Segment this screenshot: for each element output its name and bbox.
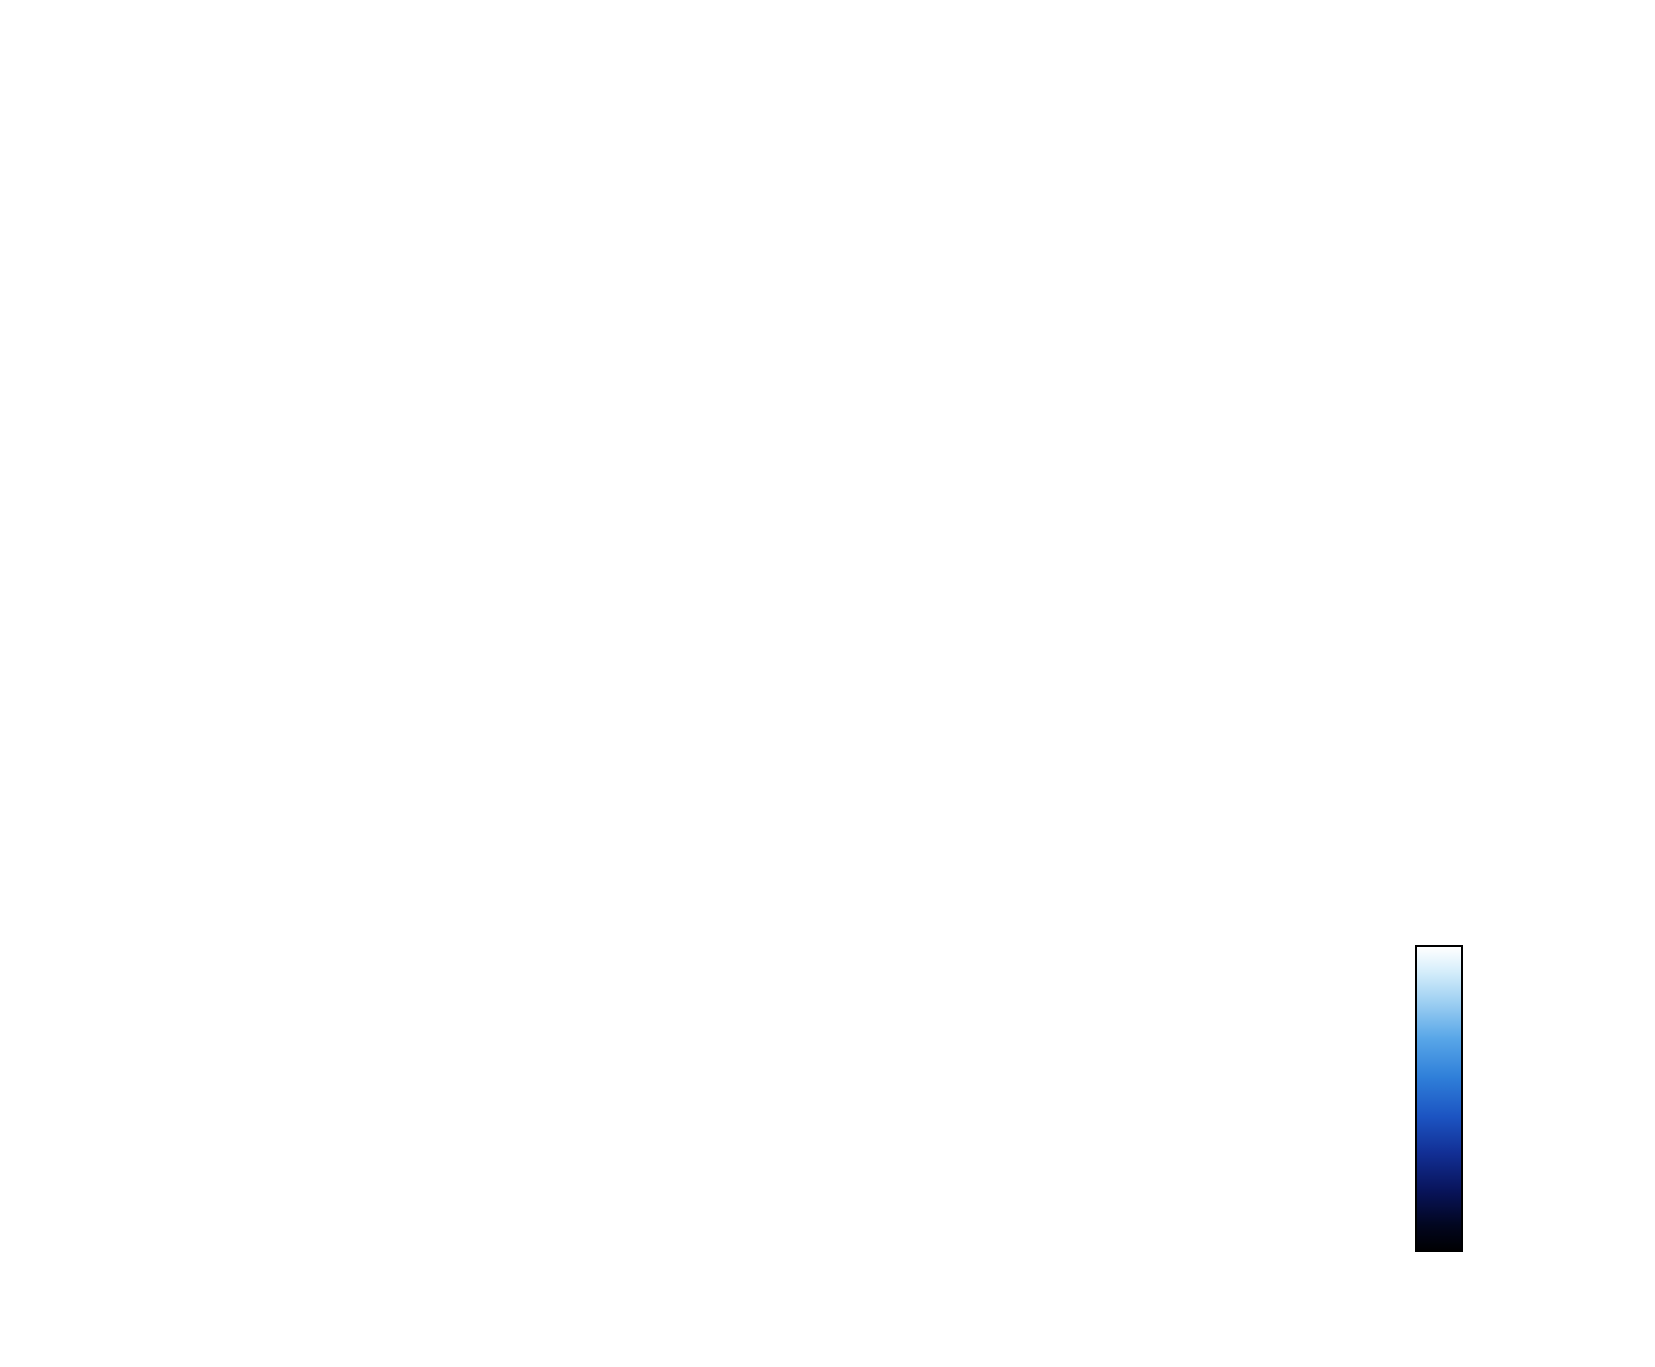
y-axis-label bbox=[14, 490, 54, 790]
ephemeris-row-distance bbox=[1377, 299, 1519, 340]
x-tick-1 bbox=[1014, 1262, 1114, 1302]
ephemeris-row-n-skr bbox=[1377, 463, 1519, 504]
ephemeris-rows bbox=[1377, 299, 1519, 504]
x-tick-0 bbox=[684, 1262, 784, 1302]
x-tick-minus-1 bbox=[355, 1262, 455, 1302]
ephemeris-row-sub-earth-lat bbox=[1377, 340, 1519, 381]
y-tick-minus-1 bbox=[23, 943, 103, 983]
ephemeris-row-s-skr bbox=[1377, 422, 1519, 463]
y-tick-1 bbox=[23, 287, 103, 327]
ephemeris-row-phase-angle bbox=[1377, 381, 1519, 422]
flux-colorbar bbox=[1415, 945, 1463, 1252]
colorbar-unit-label bbox=[1366, 939, 1402, 1259]
titan-hst-image bbox=[116, 19, 1352, 1255]
